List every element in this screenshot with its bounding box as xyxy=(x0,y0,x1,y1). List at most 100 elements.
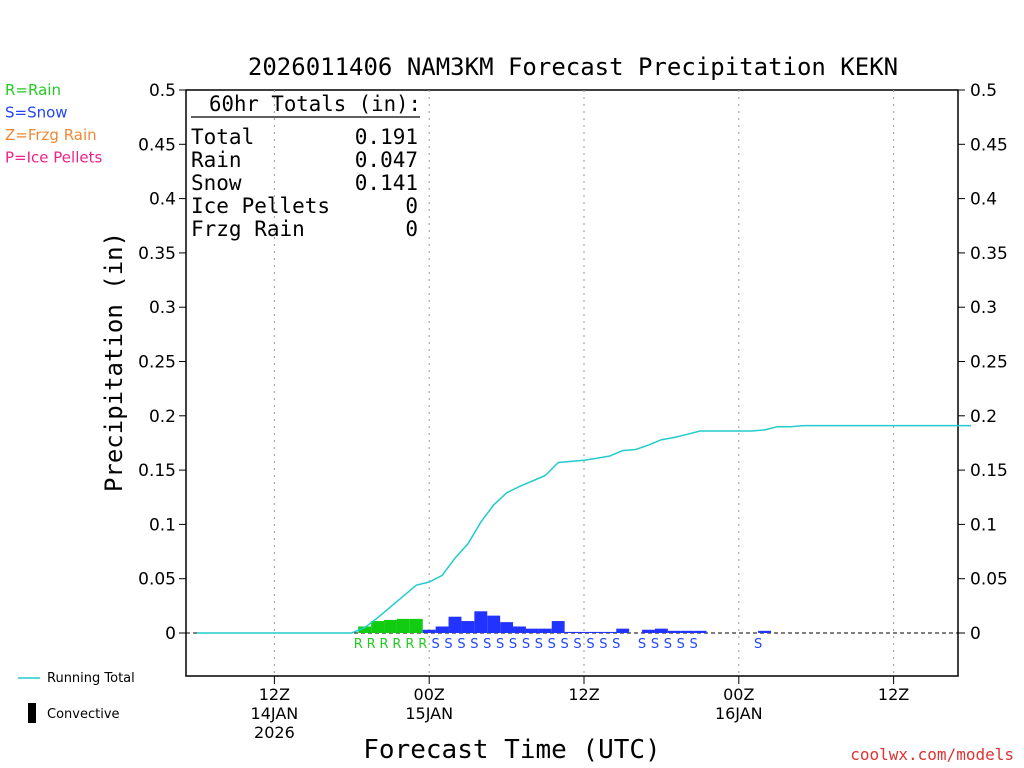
x-tick-year-0: 2026 xyxy=(254,723,295,742)
bar-S-33 xyxy=(616,628,630,633)
bar-S-23 xyxy=(487,615,501,633)
totals-value-3: 0 xyxy=(405,194,418,218)
y-tick-label-left-1: 0.05 xyxy=(138,570,176,590)
totals-label-2: Snow xyxy=(191,171,242,195)
y-tick-label-left-7: 0.35 xyxy=(138,244,176,264)
totals-label-4: Frzg Rain xyxy=(191,217,305,241)
y-tick-label-left-10: 0.5 xyxy=(149,81,176,101)
bar-R-13 xyxy=(358,626,372,633)
totals-header: 60hr Totals (in): xyxy=(209,92,421,116)
y-axis-label: Precipitation (in) xyxy=(100,232,128,492)
type-label-19: S xyxy=(432,637,440,652)
type-label-20: S xyxy=(444,637,452,652)
bar-S-37 xyxy=(667,630,681,633)
type-label-18: R xyxy=(418,637,427,652)
type-label-23: S xyxy=(483,637,491,652)
type-label-14: R xyxy=(367,637,376,652)
legend-type-2: Z=Frzg Rain xyxy=(5,126,97,144)
y-tick-label-left-2: 0.1 xyxy=(149,515,176,535)
bar-S-39 xyxy=(693,630,707,633)
bar-S-27 xyxy=(538,628,552,633)
legend-type-3: P=Ice Pellets xyxy=(5,149,102,167)
bar-S-28 xyxy=(551,621,565,633)
bar-S-38 xyxy=(680,630,694,633)
y-tick-label-right-2: 0.1 xyxy=(970,515,997,535)
bar-R-17 xyxy=(409,618,423,633)
bar-R-15 xyxy=(384,619,397,633)
totals-label-3: Ice Pellets xyxy=(191,194,330,218)
bar-S-29 xyxy=(564,631,578,633)
type-label-44: S xyxy=(754,637,762,652)
y-tick-label-left-8: 0.4 xyxy=(149,190,176,210)
type-label-16: R xyxy=(392,637,401,652)
y-axis-left: 0 0.05 0.1 0.15 0.2 0.25 0.3 0.35 0.4 0.45 0.5 xyxy=(138,81,186,644)
x-tick-label-4: 12Z xyxy=(878,685,909,704)
bar-S-20 xyxy=(448,616,462,633)
type-label-31: S xyxy=(586,637,594,652)
y-tick-label-left-0: 0 xyxy=(165,624,176,644)
type-label-13: R xyxy=(354,637,363,652)
type-label-36: S xyxy=(651,637,659,652)
legend-type-1: S=Snow xyxy=(5,104,68,122)
y-tick-label-right-7: 0.35 xyxy=(970,244,1008,264)
totals-label-1: Rain xyxy=(191,148,242,172)
watermark: coolwx.com/models xyxy=(850,745,1014,764)
x-tick-date-1: 15JAN xyxy=(405,704,453,723)
bar-S-44 xyxy=(758,630,772,633)
y-tick-label-left-4: 0.2 xyxy=(149,407,176,427)
y-tick-label-right-6: 0.3 xyxy=(970,298,997,318)
plot-frame xyxy=(185,89,959,677)
precip-type-legend: R=Rain S=Snow Z=Frzg Rain P=Ice Pellets xyxy=(5,81,102,167)
bar-S-35 xyxy=(642,629,655,633)
type-label-25: S xyxy=(509,637,517,652)
x-axis-label: Forecast Time (UTC) xyxy=(363,735,660,765)
convective-legend-swatch xyxy=(28,703,36,723)
running-total-line xyxy=(197,424,971,634)
type-label-28: S xyxy=(548,637,556,652)
type-label-29: S xyxy=(561,637,569,652)
x-tick-label-1: 00Z xyxy=(414,685,445,704)
totals-value-1: 0.047 xyxy=(355,148,418,172)
legend-type-0: R=Rain xyxy=(5,81,61,99)
type-label-37: S xyxy=(664,637,672,652)
type-label-22: S xyxy=(470,637,478,652)
bar-R-16 xyxy=(396,618,410,633)
y-tick-label-right-0: 0 xyxy=(970,624,981,644)
type-label-39: S xyxy=(690,637,698,652)
type-label-27: S xyxy=(535,637,543,652)
type-label-24: S xyxy=(496,637,504,652)
bar-S-24 xyxy=(500,622,514,633)
totals-value-2: 0.141 xyxy=(355,171,418,195)
y-tick-label-left-9: 0.45 xyxy=(138,135,176,155)
y-tick-label-right-9: 0.45 xyxy=(970,135,1008,155)
y-tick-label-right-4: 0.2 xyxy=(970,407,997,427)
y-tick-label-right-10: 0.5 xyxy=(970,81,997,101)
bar-S-26 xyxy=(525,628,539,633)
totals-value-0: 0.191 xyxy=(355,125,418,149)
hourly-precip-bars xyxy=(358,611,772,633)
bar-S-19 xyxy=(435,626,449,633)
type-label-26: S xyxy=(522,637,530,652)
totals-value-4: 0 xyxy=(405,217,418,241)
type-label-15: R xyxy=(380,637,389,652)
type-label-35: S xyxy=(638,637,646,652)
totals-box: 60hr Totals (in): Total 0.191 Rain 0.047 Sno… xyxy=(191,92,421,241)
totals-rows: Total 0.191 Rain 0.047 Snow 0.141 Ice Pellets 0… xyxy=(191,125,418,241)
y-tick-label-right-1: 0.05 xyxy=(970,570,1008,590)
type-label-21: S xyxy=(457,637,465,652)
chart-title: 2026011406 NAM3KM Forecast Precipitation… xyxy=(248,53,898,81)
bar-S-18 xyxy=(422,629,436,633)
y-tick-label-right-3: 0.15 xyxy=(970,461,1008,481)
bar-S-31 xyxy=(590,631,604,633)
y-tick-label-left-6: 0.3 xyxy=(149,298,176,318)
type-label-17: R xyxy=(405,637,414,652)
bar-S-21 xyxy=(461,621,475,633)
bar-S-36 xyxy=(654,628,668,633)
type-label-32: S xyxy=(599,637,607,652)
x-tick-date-0: 14JAN xyxy=(251,704,299,723)
bar-S-22 xyxy=(474,611,488,633)
x-tick-label-3: 00Z xyxy=(723,685,754,704)
